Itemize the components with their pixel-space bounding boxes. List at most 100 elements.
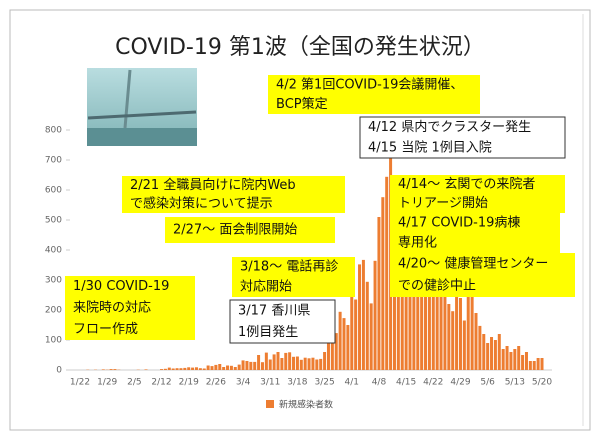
x-tick-label: 1/22 [70,378,90,388]
bar [385,177,388,370]
bar [447,304,450,370]
bar [222,367,225,370]
annotation-text: 2/21 全職員向けに院内Web [130,177,296,193]
x-tick-label: 5/20 [532,378,552,388]
bar [172,369,175,371]
y-tick-label: 700 [45,156,62,166]
bar [245,361,248,370]
bar [319,359,322,370]
x-tick-label: 4/1 [345,378,359,388]
bar [265,353,268,370]
y-tick-label: 0 [56,366,62,376]
bar [195,367,198,370]
bar [300,360,303,370]
bar [168,368,171,370]
annotation-text: 4/20～ 健康管理センター [398,256,548,272]
y-tick-label: 600 [45,186,62,196]
x-tick-label: 4/15 [396,378,416,388]
bar [478,326,481,370]
bar [203,369,206,371]
legend-label: 新規感染者数 [279,399,333,411]
bar [253,362,256,370]
annotation-text: 1例目発生 [238,325,298,340]
annotation-text: トリアージ開始 [398,196,488,211]
bar [513,349,516,370]
bar [191,368,194,370]
annotation-text: での健診中止 [398,278,476,294]
bar [280,358,283,370]
annotation-text: 3/17 香川県 [238,303,310,318]
annotation-text: BCP策定 [276,96,328,112]
bar [377,217,380,370]
bar [370,303,373,370]
bar [199,368,202,370]
bar [358,264,361,370]
annotation-text: 4/2 第1回COVID-19会議開催、 [276,77,463,92]
bar [257,355,260,370]
bar [374,261,377,370]
bar [339,312,342,370]
bar [211,366,214,370]
annotation-text: 2/27～ 面会制限開始 [173,223,297,238]
bar [494,340,497,370]
x-tick-label: 4/29 [450,378,470,388]
x-tick-label: 2/26 [206,378,226,388]
annotation-text: 来院時の対応 [73,301,151,316]
bar [288,352,291,370]
bar [207,366,210,371]
bar [284,353,287,370]
y-tick-label: 200 [45,306,62,316]
x-tick-label: 5/6 [480,378,495,388]
annotation-text: 1/30 COVID-19 [73,279,169,294]
bar [277,352,280,370]
bar [537,358,540,370]
bar [187,367,190,370]
y-tick-label: 300 [45,276,62,286]
bar [164,369,167,370]
bar [249,362,252,370]
annotation-text: 4/14～ 玄関での来院者 [398,177,535,192]
bar [160,369,163,370]
bar [459,298,462,370]
photo [87,68,197,146]
slide: COVID-19 第1波（全国の発生状況） 010020030040050060… [0,0,601,439]
bar [343,318,346,370]
bar [498,334,501,370]
bar [296,357,299,371]
x-tick-label: 2/12 [151,378,171,388]
bar [525,352,528,370]
bar [234,367,237,370]
x-tick-label: 4/22 [423,378,443,388]
bar [183,368,186,370]
bar [323,352,326,370]
y-tick-label: 100 [45,336,62,346]
bar [179,368,182,370]
bar [517,346,520,370]
bar [145,369,148,370]
bar [533,361,536,370]
bar [315,360,318,371]
bar [502,349,505,370]
y-tick-label: 800 [45,126,62,136]
bar [292,357,295,370]
x-tick-label: 3/4 [236,378,251,388]
x-tick-label: 3/25 [314,378,334,388]
bar [113,369,116,370]
x-tick-label: 3/11 [260,378,280,388]
bar [331,343,334,370]
bar [110,369,113,370]
annotation-text: 専用化 [398,236,437,251]
bar [261,362,264,370]
annotation-text: 対応開始 [240,280,292,295]
annotation-text: で感染対策について提示 [130,195,273,211]
bar [354,300,357,371]
annotation-text: 4/12 県内でクラスター発生 [368,119,531,135]
bar [273,354,276,370]
bar [102,369,105,370]
annotation-text: 4/15 当院 1例目入院 [368,140,492,155]
bar [176,368,179,370]
bar [269,360,272,371]
bar [218,364,221,370]
bar [529,361,532,370]
bar [350,290,353,370]
